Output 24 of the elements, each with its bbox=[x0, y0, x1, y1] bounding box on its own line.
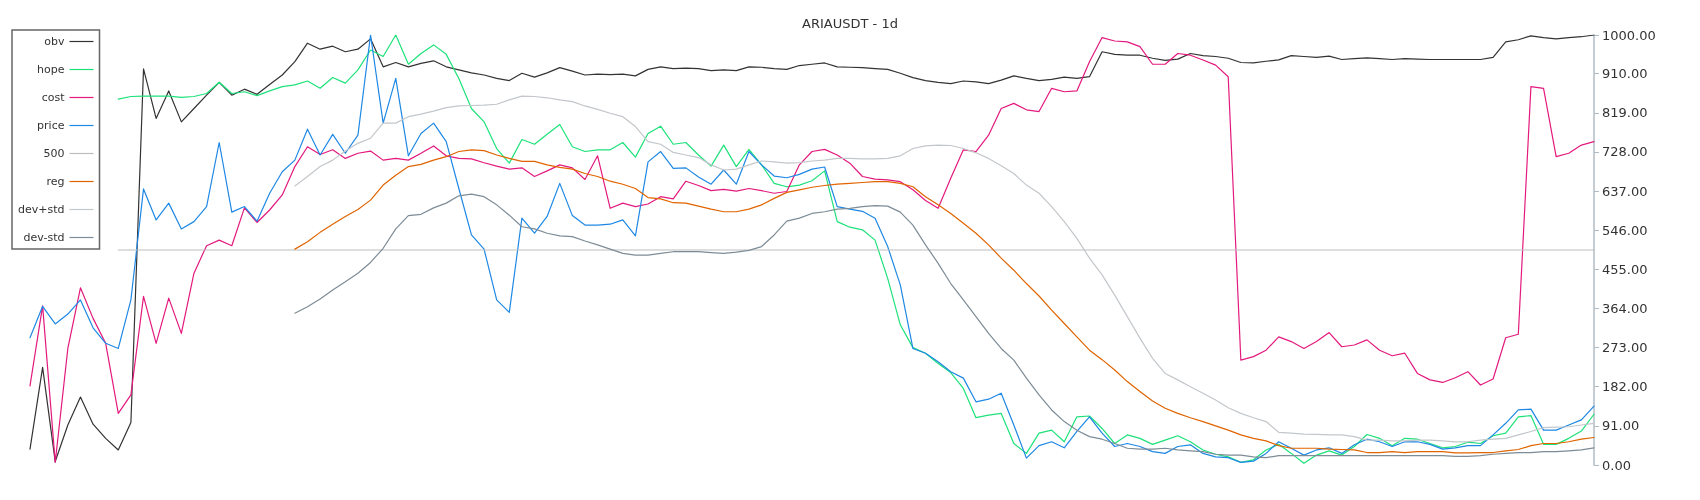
y-tick-label: 728.00 bbox=[1602, 144, 1648, 160]
y-tick-label: 910.00 bbox=[1602, 66, 1648, 82]
y-tick-label: 182.00 bbox=[1602, 379, 1648, 395]
y-tick-label: 455.00 bbox=[1602, 261, 1648, 277]
legend-label: price bbox=[37, 119, 65, 132]
legend-label: hope bbox=[37, 63, 65, 76]
legend-label: reg bbox=[46, 175, 65, 188]
y-tick-label: 546.00 bbox=[1602, 222, 1648, 238]
y-tick-label: 0.00 bbox=[1602, 457, 1631, 473]
legend-label: dev+std bbox=[17, 203, 65, 216]
y-tick-label: 364.00 bbox=[1602, 300, 1648, 316]
line-series bbox=[294, 149, 1595, 454]
y-tick-label: 273.00 bbox=[1602, 340, 1648, 356]
legend-label: 500 bbox=[43, 147, 65, 160]
legend-label: dev-std bbox=[23, 231, 65, 244]
line-series bbox=[294, 193, 1595, 459]
chart-title: ARIAUSDT - 1d bbox=[802, 16, 898, 31]
line-series bbox=[294, 95, 1595, 443]
y-tick-label: 91.00 bbox=[1602, 418, 1640, 434]
legend-label: obv bbox=[44, 35, 65, 48]
y-tick-label: 637.00 bbox=[1602, 183, 1648, 199]
y-tick-label: 1000.00 bbox=[1602, 27, 1656, 43]
y-tick-label: 819.00 bbox=[1602, 105, 1648, 121]
legend-label: cost bbox=[41, 91, 66, 104]
